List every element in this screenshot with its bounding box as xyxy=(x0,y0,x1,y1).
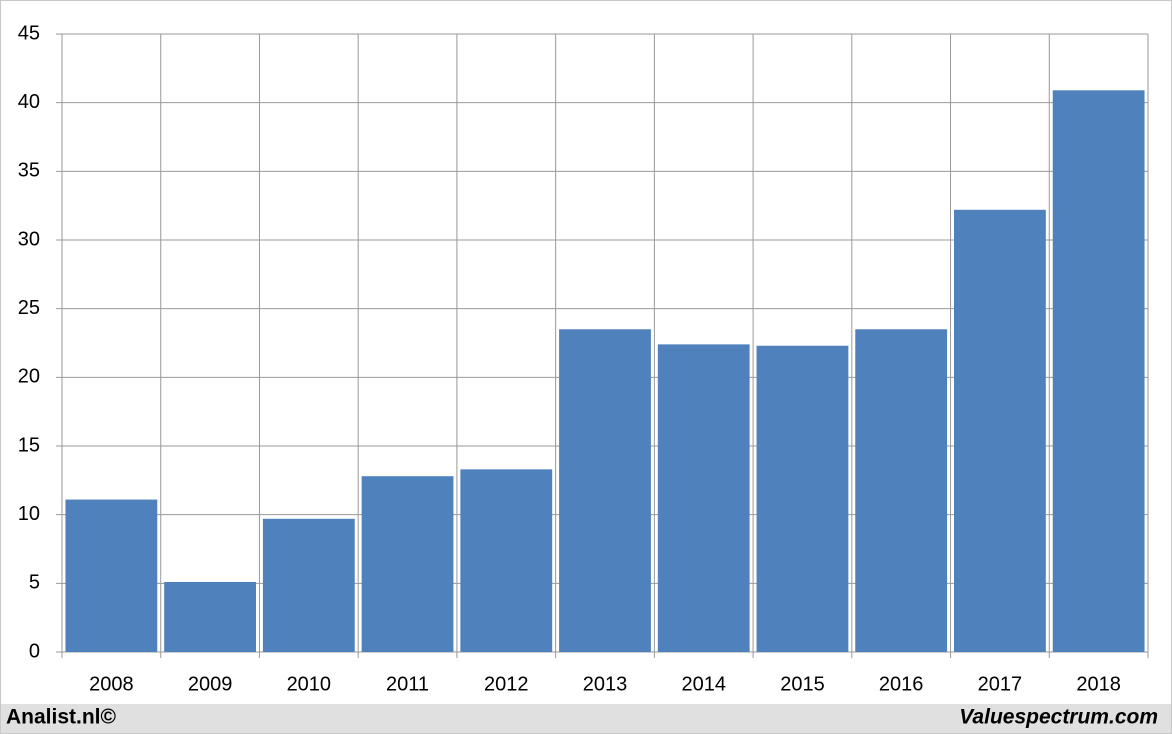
footer-right: Valuespectrum.com xyxy=(959,706,1158,729)
bar xyxy=(559,329,651,652)
y-tick-label: 0 xyxy=(29,640,40,662)
bar xyxy=(756,345,849,652)
y-tick-label: 30 xyxy=(18,228,40,250)
x-tick-label: 2014 xyxy=(681,673,726,695)
footer-bar xyxy=(1,704,1171,733)
bar xyxy=(460,469,553,652)
x-tick-label: 2015 xyxy=(780,673,825,695)
x-tick-label: 2018 xyxy=(1076,673,1121,695)
x-tick-label: 2011 xyxy=(386,673,429,695)
x-tick-label: 2017 xyxy=(978,673,1023,695)
y-tick-label: 20 xyxy=(18,366,40,388)
x-tick-label: 2008 xyxy=(89,673,134,695)
bar xyxy=(1052,90,1145,653)
bar xyxy=(164,581,256,652)
x-tick-label: 2016 xyxy=(879,673,924,695)
bar xyxy=(262,518,355,652)
footer-left: Analist.nl© xyxy=(6,706,117,729)
x-tick-label: 2010 xyxy=(287,673,332,695)
y-tick-label: 15 xyxy=(18,434,40,456)
bar xyxy=(657,344,750,652)
bar xyxy=(361,476,454,652)
bar xyxy=(855,329,948,652)
x-tick-label: 2009 xyxy=(188,673,233,695)
y-tick-label: 25 xyxy=(18,297,40,319)
x-tick-label: 2012 xyxy=(484,673,529,695)
y-tick-label: 5 xyxy=(29,572,40,594)
y-tick-label: 35 xyxy=(18,160,40,182)
y-tick-label: 45 xyxy=(18,22,40,44)
y-tick-label: 40 xyxy=(18,91,40,113)
y-tick-label: 10 xyxy=(18,503,40,525)
bar xyxy=(65,499,158,652)
bar xyxy=(954,209,1046,652)
x-tick-label: 2013 xyxy=(583,673,628,695)
